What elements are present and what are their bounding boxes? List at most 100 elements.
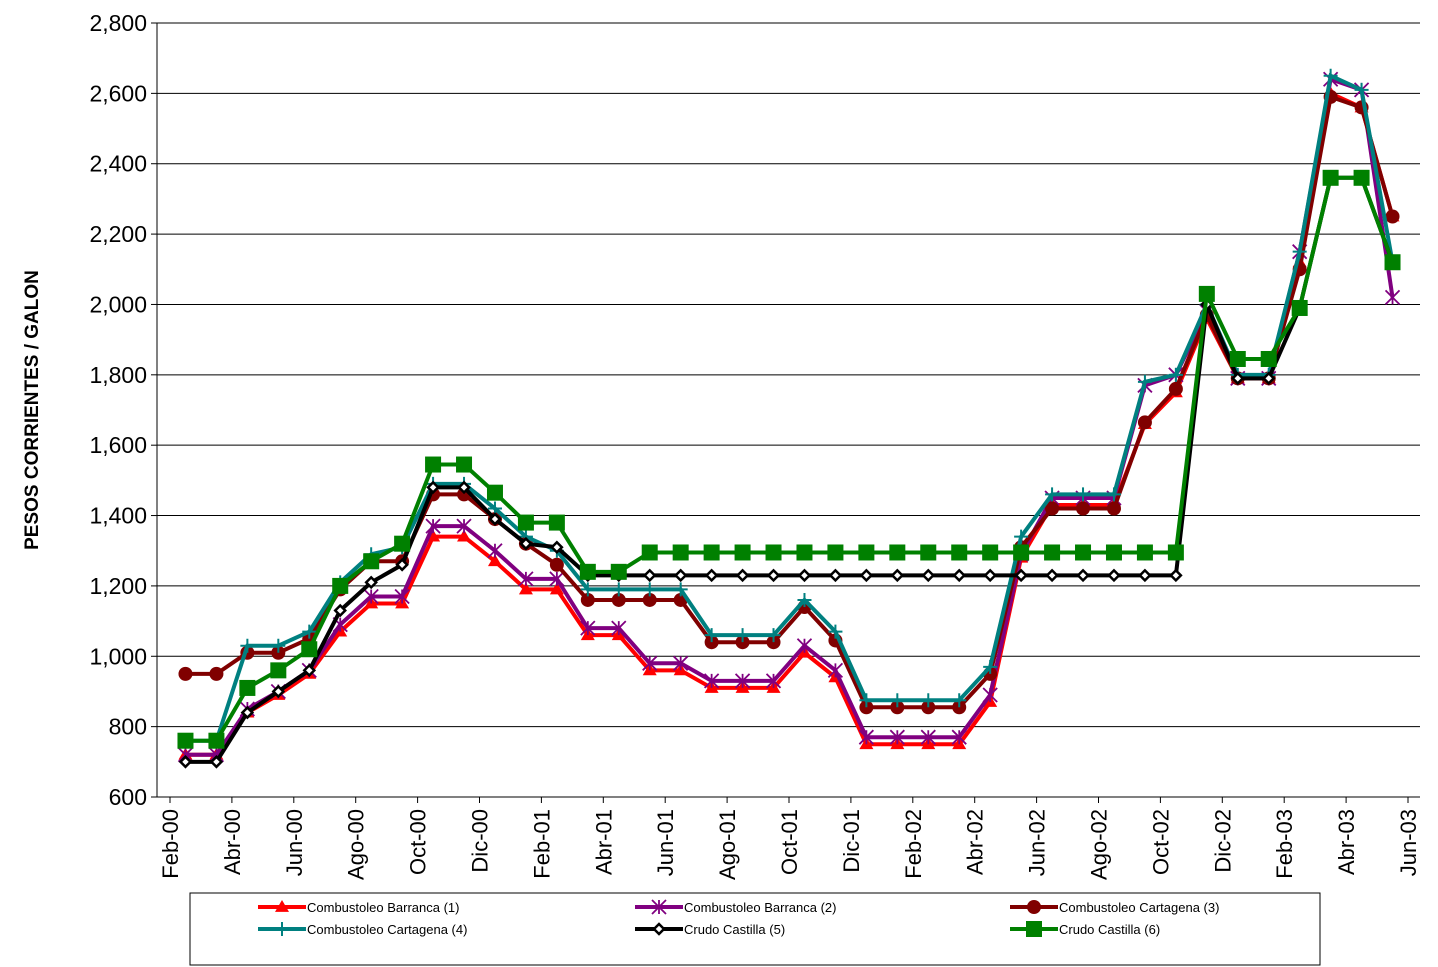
x-tick-label: Jun-02 — [1025, 809, 1050, 876]
marker — [951, 544, 968, 561]
marker — [364, 575, 378, 590]
series-line — [185, 90, 1395, 757]
legend-marker — [652, 922, 666, 936]
marker — [548, 514, 565, 531]
marker — [579, 563, 596, 580]
legend-marker — [651, 899, 667, 915]
x-tick-label: Ago-02 — [1087, 809, 1112, 880]
marker — [549, 582, 564, 595]
y-tick-label: 600 — [109, 784, 147, 810]
marker — [209, 666, 224, 681]
marker — [1169, 568, 1183, 583]
marker — [611, 620, 627, 636]
marker — [952, 568, 966, 583]
y-tick-label: 1,600 — [89, 432, 147, 458]
legend-marker — [1026, 921, 1042, 937]
marker — [1137, 415, 1152, 430]
marker — [610, 563, 627, 580]
x-tick-label: Dic-02 — [1210, 809, 1235, 873]
marker — [765, 544, 782, 561]
marker — [1076, 487, 1091, 502]
marker — [797, 592, 812, 607]
legend-label: Combustoleo Barranca (2) — [684, 900, 836, 915]
x-tick-label: Feb-02 — [901, 809, 926, 879]
marker — [796, 544, 813, 561]
legend-marker — [275, 900, 289, 912]
marker — [1385, 209, 1400, 224]
marker — [1076, 568, 1090, 583]
marker — [271, 645, 286, 660]
marker — [642, 592, 657, 607]
marker — [921, 693, 936, 708]
marker — [1045, 501, 1060, 516]
marker — [704, 635, 719, 650]
marker — [457, 480, 471, 495]
marker — [1354, 82, 1369, 97]
marker — [921, 700, 936, 715]
marker — [765, 673, 782, 689]
marker — [425, 518, 441, 534]
x-tick-label: Ago-01 — [715, 809, 740, 880]
marker — [1138, 568, 1152, 583]
y-tick-label: 2,200 — [89, 221, 147, 247]
legend-marker — [1027, 900, 1041, 914]
marker — [1292, 244, 1307, 259]
marker — [642, 582, 657, 597]
legend-label: Combustoleo Cartagena (3) — [1059, 900, 1219, 915]
marker — [766, 568, 781, 583]
marker — [332, 577, 349, 594]
marker — [796, 638, 813, 654]
x-tick-label: Abr-01 — [591, 809, 616, 875]
marker — [519, 536, 533, 551]
legend-label: Combustoleo Cartagena (4) — [307, 922, 467, 937]
y-tick-label: 2,000 — [89, 291, 147, 317]
marker — [1045, 487, 1060, 502]
marker — [673, 655, 689, 671]
marker — [889, 729, 905, 745]
x-tick-label: Dic-01 — [839, 809, 864, 873]
marker — [1322, 169, 1339, 186]
marker — [209, 755, 224, 769]
x-tick-label: Jun-03 — [1396, 809, 1421, 876]
marker — [952, 693, 967, 708]
marker — [1106, 501, 1121, 516]
marker — [177, 732, 194, 749]
marker — [549, 571, 565, 587]
x-tick-label: Jun-01 — [653, 809, 678, 876]
x-tick-label: Dic-00 — [468, 809, 493, 873]
marker — [395, 558, 409, 572]
marker — [426, 480, 440, 495]
marker — [271, 684, 286, 699]
marker — [1231, 371, 1245, 386]
marker — [1168, 381, 1183, 396]
series-line — [185, 175, 1395, 764]
marker — [641, 544, 658, 561]
marker — [394, 535, 411, 552]
x-tick-label: Ago-00 — [344, 809, 369, 880]
marker — [859, 693, 874, 708]
marker — [642, 655, 658, 671]
x-tick-label: Jun-00 — [282, 809, 307, 876]
marker — [1323, 68, 1338, 83]
marker — [270, 662, 287, 679]
marker — [734, 544, 751, 561]
marker — [456, 518, 472, 534]
marker — [952, 700, 967, 715]
marker — [611, 582, 626, 597]
marker — [1198, 285, 1215, 302]
marker — [797, 568, 812, 583]
marker — [240, 705, 255, 720]
marker — [1229, 350, 1246, 367]
marker — [580, 582, 595, 597]
marker — [550, 540, 564, 554]
marker — [951, 729, 967, 745]
marker — [673, 582, 688, 597]
marker — [394, 588, 410, 605]
marker — [425, 456, 442, 473]
marker — [890, 693, 905, 708]
marker — [735, 635, 750, 650]
marker — [827, 544, 844, 561]
marker — [858, 544, 875, 561]
marker — [704, 568, 719, 583]
